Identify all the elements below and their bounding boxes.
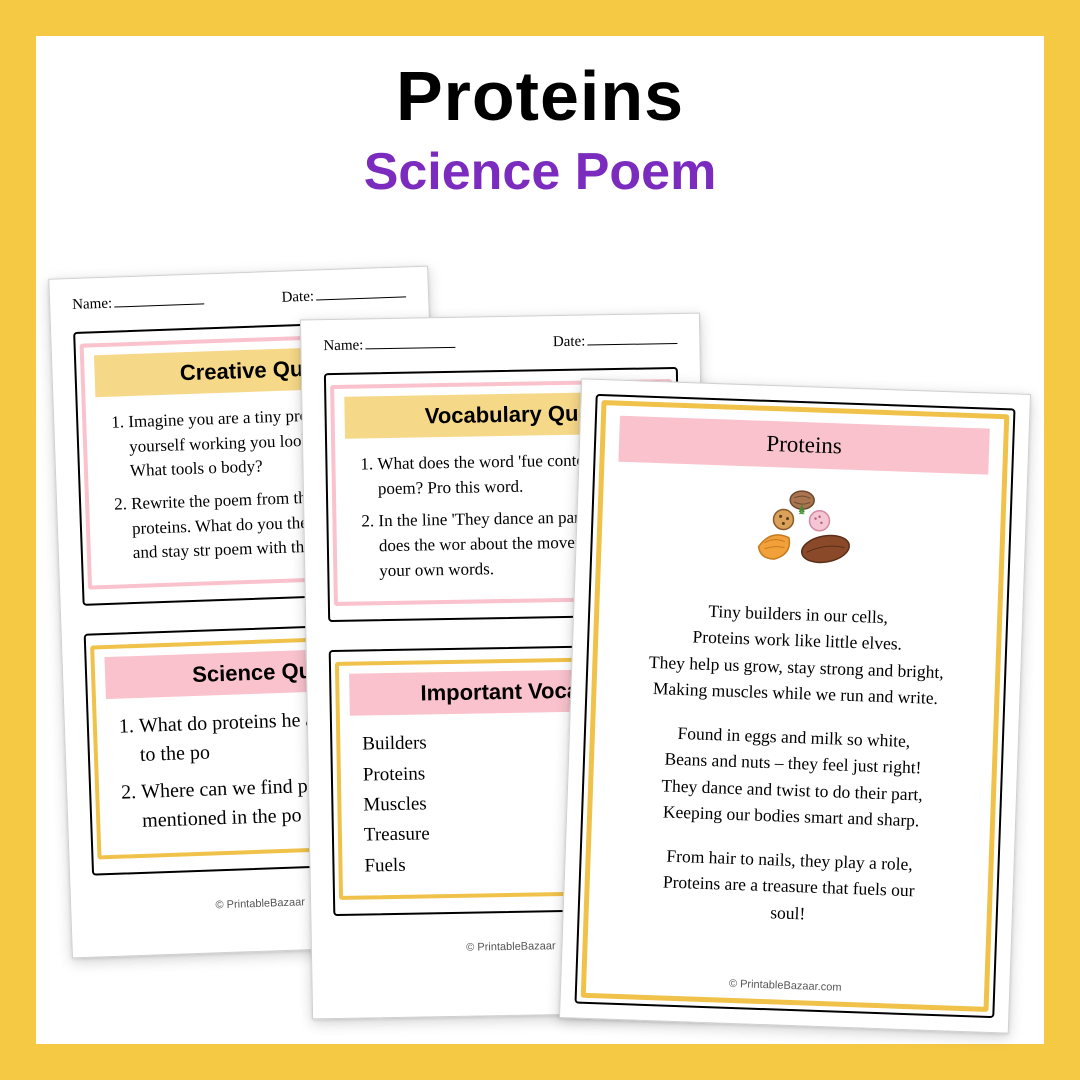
date-label: Date: <box>281 285 406 306</box>
stanza-3: From hair to nails, they play a role, Pr… <box>602 840 975 932</box>
header-line-2: Name: Date: <box>323 332 677 355</box>
name-label: Name: <box>72 292 204 314</box>
poem-page: Proteins <box>559 378 1031 1033</box>
pages-stack: Name: Date: Creative Qu Imagine you are … <box>36 266 1044 1044</box>
name-label-2: Name: <box>323 336 455 355</box>
poem-body: Tiny builders in our cells, Proteins wor… <box>601 595 984 981</box>
inner-canvas: Proteins Science Poem Name: Date: Creati… <box>36 36 1044 1044</box>
stanza-2: Found in eggs and milk so white, Beans a… <box>606 718 979 836</box>
main-title: Proteins <box>36 56 1044 136</box>
food-illustration <box>614 482 987 590</box>
date-label-2: Date: <box>553 332 678 351</box>
food-icon <box>740 486 863 580</box>
title-block: Proteins Science Poem <box>36 36 1044 202</box>
poem-title: Proteins <box>618 416 989 475</box>
header-line: Name: Date: <box>72 285 406 314</box>
subtitle: Science Poem <box>36 142 1044 202</box>
stanza-1: Tiny builders in our cells, Proteins wor… <box>610 595 983 713</box>
